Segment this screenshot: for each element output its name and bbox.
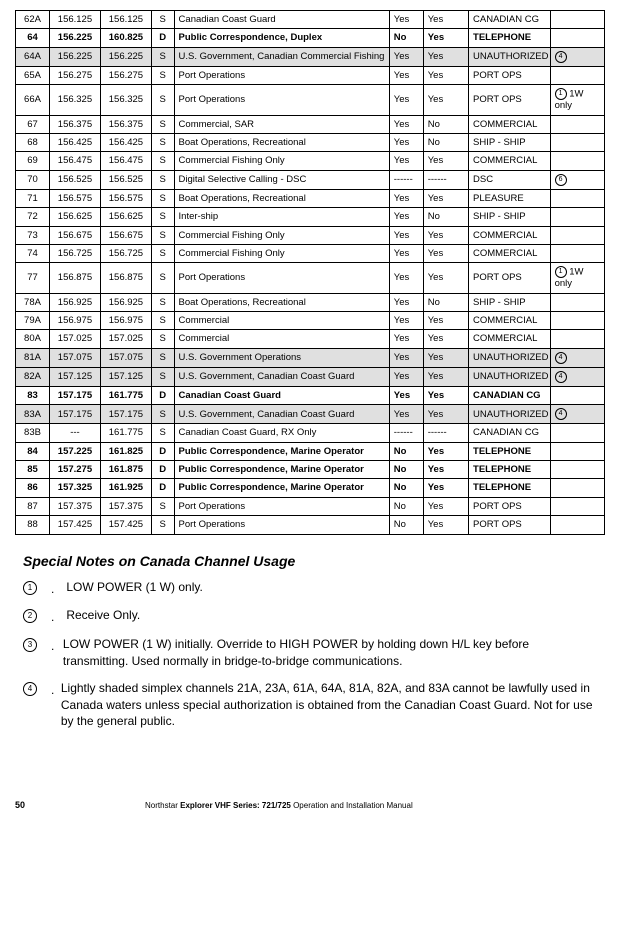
- note-cell: [550, 152, 604, 170]
- note-cell: [550, 226, 604, 244]
- note-cell: 1 1W only: [550, 85, 604, 115]
- circled-note-icon: 2: [23, 609, 37, 623]
- table-row: 64A156.225156.225SU.S. Government, Canad…: [16, 47, 605, 66]
- note-text: LOW POWER (1 W) only.: [66, 579, 595, 596]
- table-row: 77156.875156.875SPort OperationsYesYesPO…: [16, 263, 605, 293]
- note-cell: 1 1W only: [550, 263, 604, 293]
- page-number: 50: [15, 800, 145, 810]
- table-row: 66A156.325156.325SPort OperationsYesYesP…: [16, 85, 605, 115]
- note-cell: [550, 208, 604, 226]
- channel-table: 62A156.125156.125SCanadian Coast GuardYe…: [15, 10, 605, 535]
- notes-list: 1.LOW POWER (1 W) only. 2.Receive Only. 3.…: [15, 579, 605, 731]
- note-cell: [550, 189, 604, 207]
- note-cell: [550, 479, 604, 497]
- table-row: 86157.325161.925DPublic Correspondence, …: [16, 479, 605, 497]
- note-cell: [550, 11, 604, 29]
- table-row: 88157.425157.425SPort OperationsNoYesPOR…: [16, 516, 605, 534]
- table-row: 62A156.125156.125SCanadian Coast GuardYe…: [16, 11, 605, 29]
- table-row: 83157.175161.775DCanadian Coast GuardYes…: [16, 386, 605, 404]
- note-cell: [550, 29, 604, 47]
- note-item: 4.Lightly shaded simplex channels 21A, 2…: [15, 680, 605, 730]
- table-row: 84157.225161.825DPublic Correspondence, …: [16, 442, 605, 460]
- footer: 50 Northstar Explorer VHF Series: 721/72…: [15, 800, 605, 810]
- table-row: 67156.375156.375SCommercial, SARYesNoCOM…: [16, 115, 605, 133]
- note-cell: [550, 312, 604, 330]
- table-row: 65A156.275156.275SPort OperationsYesYesP…: [16, 66, 605, 84]
- table-row: 82A157.125157.125SU.S. Government, Canad…: [16, 367, 605, 386]
- table-row: 81A157.075157.075SU.S. Government Operat…: [16, 348, 605, 367]
- note-cell: [550, 386, 604, 404]
- table-row: 72156.625156.625SInter-shipYesNoSHIP - S…: [16, 208, 605, 226]
- note-text: LOW POWER (1 W) initially. Override to H…: [63, 636, 595, 670]
- notes-title: Special Notes on Canada Channel Usage: [23, 553, 605, 569]
- table-row: 79A156.975156.975SCommercialYesYesCOMMER…: [16, 312, 605, 330]
- note-cell: [550, 442, 604, 460]
- note-cell: [550, 461, 604, 479]
- circled-note-icon: 4: [555, 352, 567, 364]
- table-row: 78A156.925156.925SBoat Operations, Recre…: [16, 293, 605, 311]
- table-row: 74156.725156.725SCommercial Fishing Only…: [16, 244, 605, 262]
- table-row: 70156.525156.525SDigital Selective Calli…: [16, 170, 605, 189]
- note-item: 3.LOW POWER (1 W) initially. Override to…: [15, 636, 605, 670]
- note-cell: 4: [550, 405, 604, 424]
- circled-note-icon: 3: [23, 638, 37, 652]
- circled-note-icon: 6: [555, 174, 567, 186]
- table-row: 68156.425156.425SBoat Operations, Recrea…: [16, 133, 605, 151]
- circled-note-icon: 1: [555, 88, 567, 100]
- note-text: Receive Only.: [66, 607, 595, 624]
- table-row: 69156.475156.475SCommercial Fishing Only…: [16, 152, 605, 170]
- note-cell: 6: [550, 170, 604, 189]
- circled-note-icon: 1: [23, 581, 37, 595]
- note-cell: [550, 133, 604, 151]
- note-cell: 4: [550, 348, 604, 367]
- note-text: Lightly shaded simplex channels 21A, 23A…: [61, 680, 595, 730]
- circled-note-icon: 1: [555, 266, 567, 278]
- note-cell: [550, 497, 604, 515]
- table-row: 83A157.175157.175SU.S. Government, Canad…: [16, 405, 605, 424]
- note-cell: [550, 330, 604, 348]
- table-row: 83B---161.775SCanadian Coast Guard, RX O…: [16, 424, 605, 442]
- note-cell: [550, 66, 604, 84]
- note-cell: [550, 516, 604, 534]
- note-item: 1.LOW POWER (1 W) only.: [15, 579, 605, 598]
- note-cell: [550, 115, 604, 133]
- table-row: 71156.575156.575SBoat Operations, Recrea…: [16, 189, 605, 207]
- circled-note-icon: 4: [555, 408, 567, 420]
- table-row: 73156.675156.675SCommercial Fishing Only…: [16, 226, 605, 244]
- circled-note-icon: 4: [555, 51, 567, 63]
- table-row: 80A157.025157.025SCommercialYesYesCOMMER…: [16, 330, 605, 348]
- circled-note-icon: 4: [23, 682, 37, 696]
- table-row: 64156.225160.825DPublic Correspondence, …: [16, 29, 605, 47]
- note-cell: 4: [550, 47, 604, 66]
- note-cell: [550, 424, 604, 442]
- table-row: 87157.375157.375SPort OperationsNoYesPOR…: [16, 497, 605, 515]
- note-item: 2.Receive Only.: [15, 607, 605, 626]
- note-cell: [550, 244, 604, 262]
- note-cell: [550, 293, 604, 311]
- table-row: 85157.275161.875DPublic Correspondence, …: [16, 461, 605, 479]
- note-cell: 4: [550, 367, 604, 386]
- footer-title: Northstar Explorer VHF Series: 721/725 O…: [145, 801, 413, 810]
- circled-note-icon: 4: [555, 371, 567, 383]
